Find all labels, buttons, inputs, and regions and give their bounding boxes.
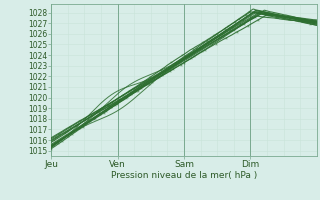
X-axis label: Pression niveau de la mer( hPa ): Pression niveau de la mer( hPa ): [111, 171, 257, 180]
